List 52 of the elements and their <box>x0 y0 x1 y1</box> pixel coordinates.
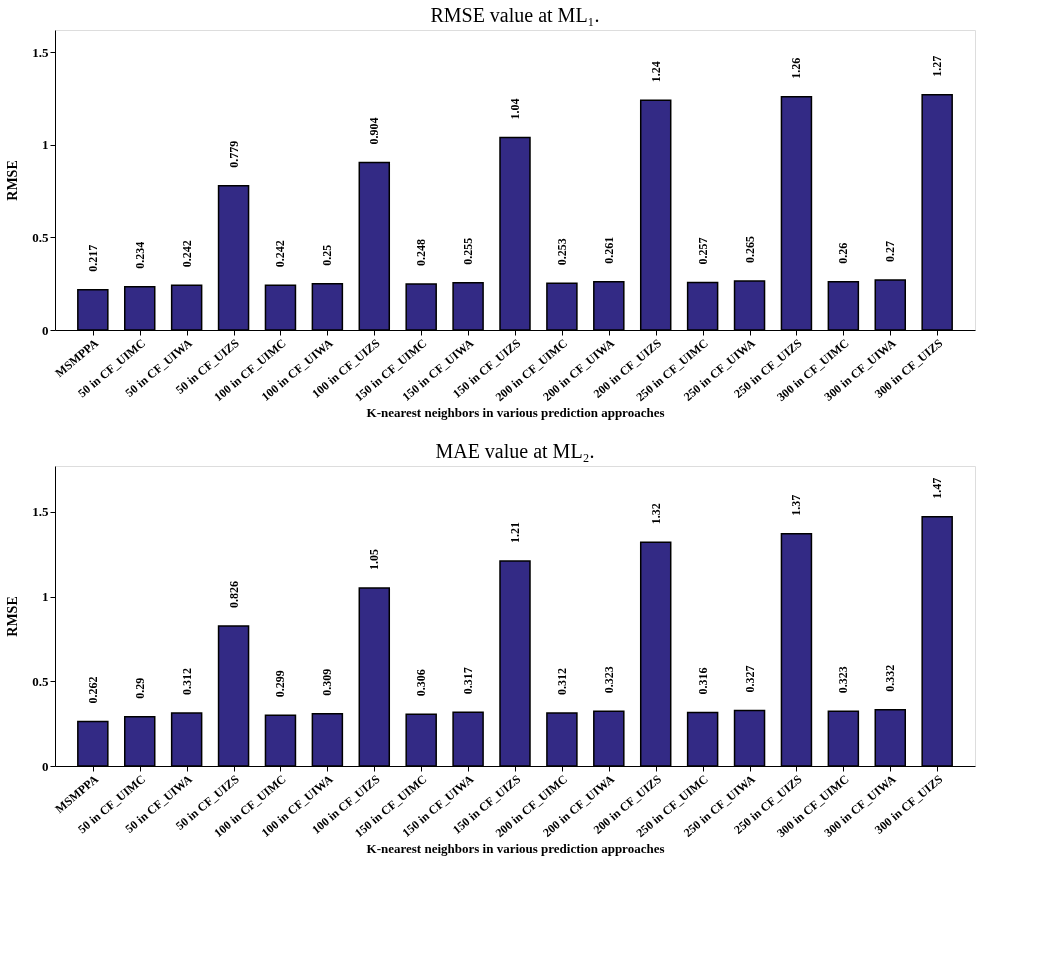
data-label: 1.27 <box>930 55 945 77</box>
x-axis-title: K-nearest neighbors in various prediction approaches <box>366 841 665 857</box>
data-label: 0.265 <box>742 235 757 263</box>
data-label: 0.309 <box>320 668 335 696</box>
data-label: 1.26 <box>789 57 804 79</box>
y-tick-label: 1.5 <box>32 44 49 60</box>
y-tick-label: 0 <box>42 322 49 338</box>
y-tick-label: 0.5 <box>32 673 49 689</box>
data-label: 0.317 <box>461 667 476 695</box>
x-axis-title: K-nearest neighbors in various prediction approaches <box>366 405 665 421</box>
data-label: 0.312 <box>179 668 194 696</box>
data-label: 1.32 <box>648 503 663 525</box>
data-label: 0.242 <box>179 240 194 268</box>
data-label: 0.327 <box>742 665 757 693</box>
data-label: 0.323 <box>836 666 851 694</box>
data-label: 0.29 <box>132 677 147 699</box>
data-label: 1.21 <box>508 521 522 543</box>
chart-title: MAE value at ML₂. <box>435 440 595 462</box>
y-tick-label: 1 <box>42 589 49 605</box>
data-label: 0.312 <box>554 668 569 696</box>
data-label: 0.217 <box>85 244 100 272</box>
data-label: 0.257 <box>695 237 710 265</box>
y-tick-label: 1 <box>42 137 49 153</box>
data-label: 0.261 <box>601 236 616 264</box>
data-label: 0.316 <box>695 667 710 695</box>
y-axis-title: RMSE <box>5 160 21 201</box>
data-label: 0.27 <box>883 241 898 262</box>
data-label: 0.826 <box>226 581 241 608</box>
data-label: 0.299 <box>273 670 288 698</box>
y-tick-label: 0 <box>42 758 49 774</box>
chart-title: RMSE value at ML₁. <box>430 4 600 26</box>
data-label: 0.323 <box>601 666 616 694</box>
y-tick-label: 0.5 <box>32 229 49 245</box>
data-label: 0.253 <box>554 238 569 266</box>
data-label: 1.04 <box>508 98 522 120</box>
data-label: 1.47 <box>930 477 945 499</box>
data-label: 0.26 <box>836 242 851 264</box>
data-label: 0.248 <box>414 239 429 267</box>
y-tick-label: 1.5 <box>32 504 49 520</box>
data-label: 0.904 <box>367 117 382 145</box>
data-label: 0.255 <box>461 237 476 265</box>
data-label: 0.242 <box>273 240 288 268</box>
data-label: 0.332 <box>883 664 898 692</box>
data-label: 0.25 <box>320 244 335 266</box>
data-label: 1.37 <box>789 494 804 516</box>
y-axis-title: RMSE <box>5 596 21 637</box>
data-label: 1.24 <box>648 61 663 83</box>
data-label: 0.234 <box>132 241 147 269</box>
data-label: 0.306 <box>414 669 429 697</box>
data-label: 0.779 <box>226 140 241 168</box>
data-label: 0.262 <box>85 676 100 704</box>
data-label: 1.05 <box>367 549 382 571</box>
